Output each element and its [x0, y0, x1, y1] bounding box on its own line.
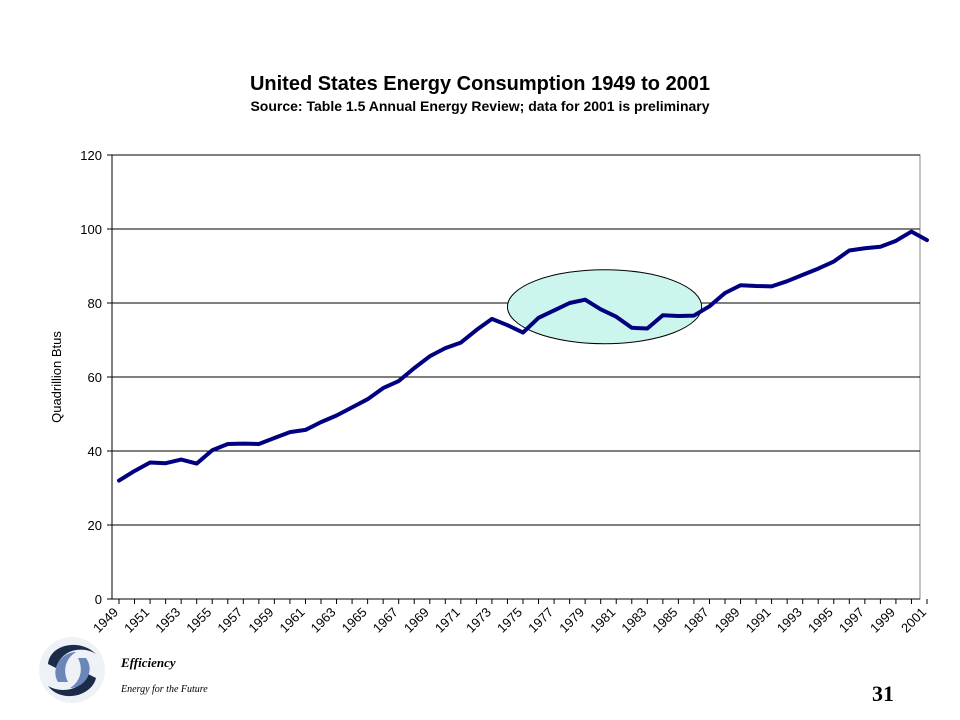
x-tick-label-2001: 2001 — [898, 605, 929, 636]
data-point-2001 — [925, 238, 929, 242]
x-tick-label-1975: 1975 — [494, 605, 525, 636]
data-point-1976 — [537, 316, 541, 320]
y-tick-label-60: 60 — [88, 370, 102, 385]
x-tick-label-1993: 1993 — [774, 605, 805, 636]
x-tick-label-1989: 1989 — [712, 605, 743, 636]
x-tick-label-1971: 1971 — [432, 605, 463, 636]
highlight-ellipse — [506, 269, 703, 345]
data-point-1997 — [863, 246, 867, 250]
data-point-1990 — [754, 284, 758, 288]
y-tick-label-0: 0 — [95, 592, 102, 607]
x-tick-label-1961: 1961 — [277, 605, 308, 636]
data-point-1955 — [210, 448, 214, 452]
data-point-1966 — [381, 386, 385, 390]
data-point-1998 — [878, 245, 882, 249]
x-tick-label-1955: 1955 — [183, 605, 214, 636]
data-point-1959 — [272, 436, 276, 440]
data-point-1978 — [568, 301, 572, 305]
data-point-1972 — [474, 328, 478, 332]
data-point-1954 — [195, 462, 199, 466]
x-tick-label-1965: 1965 — [339, 605, 370, 636]
x-tick-label-1953: 1953 — [152, 605, 183, 636]
data-point-1956 — [226, 442, 230, 446]
data-point-1957 — [241, 442, 245, 446]
data-point-1986 — [692, 314, 696, 318]
x-tick-label-1979: 1979 — [556, 605, 587, 636]
data-point-1964 — [350, 405, 354, 409]
data-point-1984 — [661, 313, 665, 317]
y-tick-label-100: 100 — [80, 222, 102, 237]
x-tick-label-1967: 1967 — [370, 605, 401, 636]
data-point-1989 — [739, 283, 743, 287]
x-tick-label-1963: 1963 — [308, 605, 339, 636]
data-point-1991 — [770, 284, 774, 288]
y-axis-label: Quadrillion Btus — [49, 331, 64, 423]
data-point-1982 — [630, 326, 634, 330]
data-point-1969 — [428, 354, 432, 358]
data-point-1953 — [179, 458, 183, 462]
x-tick-label-1949: 1949 — [90, 605, 121, 636]
data-point-1981 — [614, 315, 618, 319]
brand-name: Efficiency — [121, 655, 176, 670]
x-tick-label-1951: 1951 — [121, 605, 152, 636]
data-point-1977 — [552, 308, 556, 312]
data-point-1974 — [505, 323, 509, 327]
data-point-1994 — [816, 267, 820, 271]
data-point-1949 — [117, 479, 121, 483]
x-tick-label-1985: 1985 — [649, 605, 680, 636]
data-point-1962 — [319, 420, 323, 424]
x-tick-label-1987: 1987 — [681, 605, 712, 636]
y-tick-label-80: 80 — [88, 296, 102, 311]
data-point-1999 — [894, 239, 898, 243]
brand-tagline: Energy for the Future — [121, 684, 208, 695]
x-tick-label-1977: 1977 — [525, 605, 556, 636]
data-point-1983 — [645, 327, 649, 331]
x-tick-label-1999: 1999 — [867, 605, 898, 636]
y-tick-label-120: 120 — [80, 148, 102, 163]
data-point-1980 — [599, 307, 603, 311]
data-point-1993 — [801, 273, 805, 277]
chart-title: United States Energy Consumption 1949 to… — [250, 73, 710, 95]
data-point-1960 — [288, 430, 292, 434]
x-tick-label-1981: 1981 — [587, 605, 618, 636]
data-point-1973 — [490, 317, 494, 321]
y-tick-label-40: 40 — [88, 444, 102, 459]
y-tick-label-20: 20 — [88, 518, 102, 533]
data-point-1995 — [832, 260, 836, 264]
data-point-1958 — [257, 442, 261, 446]
data-point-1985 — [676, 314, 680, 318]
data-point-1992 — [785, 279, 789, 283]
data-point-1975 — [521, 331, 525, 335]
x-tick-label-1995: 1995 — [805, 605, 836, 636]
data-point-1971 — [459, 341, 463, 345]
data-point-1965 — [366, 397, 370, 401]
data-point-1979 — [583, 298, 587, 302]
data-point-1952 — [164, 461, 168, 465]
data-point-2000 — [909, 230, 913, 234]
x-tick-label-1969: 1969 — [401, 605, 432, 636]
data-point-1987 — [707, 304, 711, 308]
data-point-1988 — [723, 291, 727, 295]
data-point-1968 — [412, 366, 416, 370]
x-tick-label-1991: 1991 — [743, 605, 774, 636]
x-tick-label-1983: 1983 — [618, 605, 649, 636]
data-point-1996 — [847, 248, 851, 252]
x-tick-label-1997: 1997 — [836, 605, 867, 636]
data-point-1970 — [443, 346, 447, 350]
data-point-1961 — [303, 428, 307, 432]
data-point-1963 — [335, 413, 339, 417]
chart-subtitle: Source: Table 1.5 Annual Energy Review; … — [250, 98, 709, 114]
page-number: 31 — [872, 681, 894, 706]
x-tick-label-1973: 1973 — [463, 605, 494, 636]
data-point-1951 — [148, 460, 152, 464]
data-point-1950 — [133, 469, 137, 473]
x-tick-label-1957: 1957 — [214, 605, 245, 636]
x-tick-label-1959: 1959 — [245, 605, 276, 636]
spiral-logo-icon — [39, 637, 105, 703]
data-point-1967 — [397, 379, 401, 383]
